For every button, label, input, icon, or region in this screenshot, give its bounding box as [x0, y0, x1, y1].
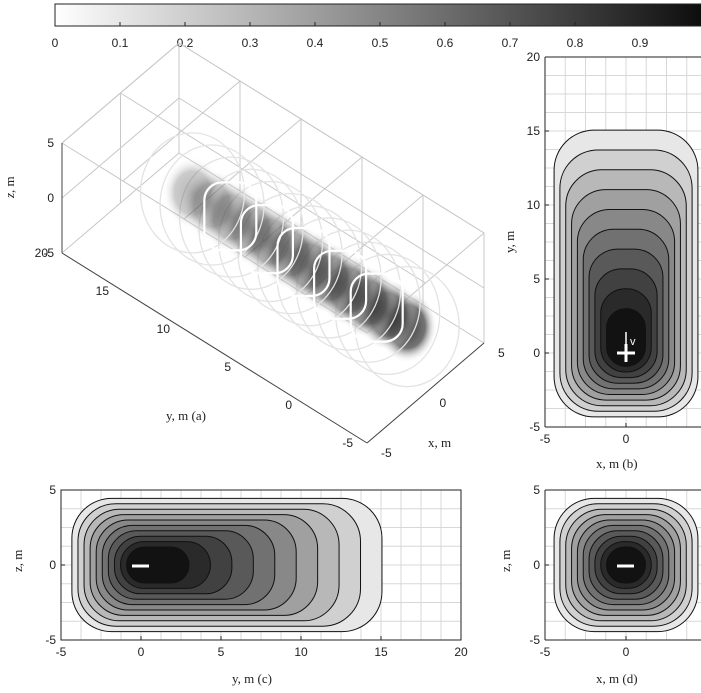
panel-a-xlabel: x, m — [428, 435, 451, 450]
x-tick-label: 5 — [498, 346, 505, 360]
colorbar-tick-label: 0.1 — [112, 36, 129, 50]
y-tick-label: 0 — [285, 398, 292, 412]
y-tick-label: 20 — [527, 50, 541, 64]
y-tick-label: 5 — [533, 483, 540, 497]
isosurface-ring — [139, 132, 246, 254]
panel-b-ylabel: y, m — [502, 231, 517, 253]
panel-a-isosurfaces — [139, 132, 460, 388]
panel-b-xlabel: x, m (b) — [596, 456, 638, 471]
x-tick-label: 5 — [218, 645, 225, 659]
panel-a-ylabel: y, m (a) — [166, 408, 206, 423]
colorbar-ticks: 00.10.20.30.40.50.60.70.80.91 — [52, 22, 649, 50]
y-tick-label: 5 — [533, 272, 540, 286]
panel-b-ticks: -50520151050-5 — [527, 50, 630, 446]
x-tick-label: -5 — [56, 645, 67, 659]
isosurface-core — [162, 156, 223, 229]
y-tick-label: 5 — [49, 483, 56, 497]
panel-c-ticks: -5 0 5 10 15 20 5 0 -5 — [45, 483, 468, 659]
panel-d-xlabel: x, m (d) — [596, 671, 638, 686]
colorbar-tick-label: 0.3 — [242, 36, 259, 50]
x-tick-label: 15 — [374, 645, 388, 659]
y-tick-label: -5 — [45, 633, 56, 647]
z-tick-label: -5 — [43, 246, 54, 260]
panel-c-ylabel: z, m — [10, 550, 25, 572]
y-tick-label: 10 — [157, 322, 171, 336]
box-edge — [120, 92, 426, 284]
box-edge — [178, 42, 485, 234]
isosurface-contour — [313, 249, 368, 320]
y-tick-label: 10 — [527, 198, 541, 212]
y-tick-label: 20 — [35, 246, 49, 260]
colorbar-tick-label: 0.4 — [307, 36, 324, 50]
x-tick-label: -5 — [540, 645, 551, 659]
panel-b-marker: v — [617, 332, 636, 362]
x-tick-label: 0 — [623, 432, 630, 446]
box-edge — [61, 252, 368, 444]
panel-a-3d: 20 15 10 5 0 -5 5 0 -5 5 0 -5 z, m y, m (a) x, m — [2, 42, 505, 460]
isosurface-contour — [276, 226, 331, 298]
panel-b-contours — [553, 129, 699, 418]
y-tick-label: -5 — [529, 420, 540, 434]
isosurface-contour — [203, 181, 258, 252]
box-edge — [366, 342, 485, 444]
colorbar-tick-label: 0.8 — [567, 36, 584, 50]
z-tick-label: 0 — [47, 191, 54, 205]
y-tick-label: -5 — [529, 633, 540, 647]
colorbar-tick-label: 0.7 — [502, 36, 519, 50]
y-tick-label: 5 — [224, 360, 231, 374]
x-tick-label: 0 — [440, 396, 447, 410]
box-edge — [178, 97, 485, 289]
panel-c: -5 0 5 10 15 20 5 0 -5 z, m y, m (c) — [10, 483, 468, 686]
panel-d-ticks: -50550-5 — [529, 483, 630, 659]
panel-c-contours — [71, 497, 383, 633]
x-tick-label: 0 — [623, 645, 630, 659]
y-tick-label: 15 — [96, 284, 110, 298]
panel-a-ticks: 20 15 10 5 0 -5 5 0 -5 5 0 -5 — [35, 136, 505, 460]
y-tick-label: 0 — [533, 558, 540, 572]
x-tick-label: 20 — [454, 645, 468, 659]
x-tick-label: -5 — [381, 446, 392, 460]
colorbar-tick-label: 0 — [52, 36, 59, 50]
panel-a-zlabel: z, m — [2, 176, 17, 199]
panel-b-marker-label: v — [630, 336, 636, 348]
panel-d: -50550-5 z, m x, m (d) — [498, 483, 701, 686]
colorbar-tick-label: 0.5 — [372, 36, 389, 50]
colorbar: 00.10.20.30.40.50.60.70.80.91 — [52, 3, 701, 50]
x-tick-label: 10 — [294, 645, 308, 659]
isosurface-contour — [349, 272, 404, 343]
colorbar-tick-label: 0.9 — [632, 36, 649, 50]
x-tick-label: -5 — [540, 432, 551, 446]
panel-c-xlabel: y, m (c) — [232, 671, 272, 686]
y-tick-label: -5 — [342, 436, 353, 450]
z-tick-label: 5 — [47, 136, 54, 150]
isosurface-contour — [239, 204, 294, 275]
panel-b: -50520151050-5 v y, m x, m (b) — [502, 50, 701, 471]
panel-d-ylabel: z, m — [498, 550, 513, 572]
x-tick-label: 0 — [138, 645, 145, 659]
colorbar-tick-label: 0.6 — [437, 36, 454, 50]
contour-level — [126, 546, 190, 584]
y-tick-label: 15 — [527, 124, 541, 138]
y-tick-label: 0 — [533, 346, 540, 360]
y-tick-label: 0 — [49, 558, 56, 572]
colorbar-tick-label: 0.2 — [177, 36, 194, 50]
